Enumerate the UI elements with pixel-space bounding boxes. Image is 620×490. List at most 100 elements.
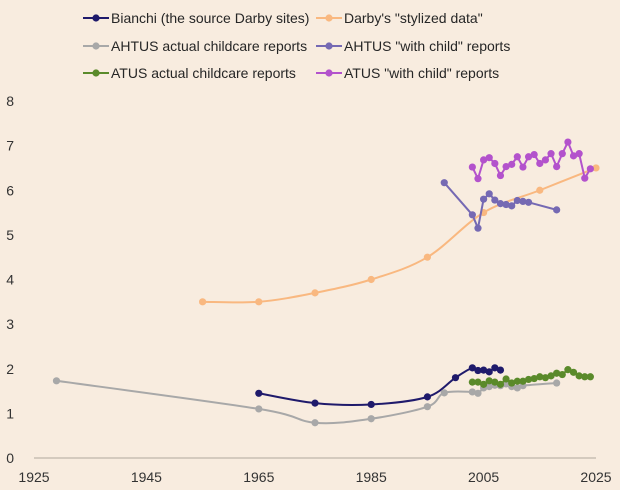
legend-marker-swatch bbox=[325, 69, 333, 77]
series-ahtus-with-child-reports bbox=[440, 179, 561, 232]
data-point-atus-with-child-reports-2005 bbox=[480, 156, 488, 164]
data-point-bianchi-the-source-darby-sites-1995 bbox=[423, 393, 431, 401]
data-point-ahtus-with-child-reports-2003 bbox=[468, 211, 476, 219]
data-point-atus-with-child-reports-2009 bbox=[502, 162, 510, 171]
x-tick-label-1925: 1925 bbox=[18, 469, 49, 485]
series-bianchi-the-source-darby-sites bbox=[255, 364, 505, 409]
data-point-atus-actual-childcare-reports-2020 bbox=[564, 366, 572, 374]
x-tick-label-2025: 2025 bbox=[580, 469, 611, 485]
legend-item-bianchi-the-source-darby-sites: Bianchi (the source Darby sites) bbox=[83, 10, 309, 26]
x-tick-label-1985: 1985 bbox=[356, 469, 387, 485]
legend-item-ahtus-with-child-reports: AHTUS "with child" reports bbox=[316, 38, 510, 54]
data-point-atus-actual-childcare-reports-2016 bbox=[541, 374, 550, 382]
x-tick-label-1965: 1965 bbox=[243, 469, 274, 485]
data-point-bianchi-the-source-darby-sites-2003 bbox=[468, 364, 476, 372]
data-point-atus-with-child-reports-2017 bbox=[547, 150, 555, 158]
data-point-atus-with-child-reports-2020 bbox=[564, 138, 572, 146]
data-point-atus-with-child-reports-2019 bbox=[558, 150, 566, 158]
data-point-ahtus-actual-childcare-reports-1998 bbox=[440, 389, 448, 397]
data-point-ahtus-with-child-reports-2008 bbox=[496, 200, 505, 208]
data-point-atus-actual-childcare-reports-2015 bbox=[536, 373, 544, 381]
data-point-atus-with-child-reports-2013 bbox=[524, 153, 533, 161]
data-point-atus-with-child-reports-2011 bbox=[513, 153, 521, 161]
data-point-atus-actual-childcare-reports-2019 bbox=[558, 370, 566, 379]
data-point-atus-actual-childcare-reports-2018 bbox=[553, 369, 561, 377]
legend-marker-swatch bbox=[92, 69, 100, 77]
y-tick-label-2: 2 bbox=[6, 361, 14, 377]
data-point-ahtus-actual-childcare-reports-2018 bbox=[553, 379, 561, 387]
x-tick-label-2005: 2005 bbox=[468, 469, 499, 485]
data-point-ahtus-with-child-reports-2009 bbox=[502, 200, 510, 209]
data-point-atus-actual-childcare-reports-2017 bbox=[547, 372, 555, 380]
data-point-atus-with-child-reports-2018 bbox=[553, 162, 561, 171]
data-point-ahtus-actual-childcare-reports-1975 bbox=[311, 419, 319, 427]
legend-label: ATUS actual childcare reports bbox=[111, 65, 296, 81]
data-point-atus-actual-childcare-reports-2022 bbox=[575, 372, 583, 380]
data-point-bianchi-the-source-darby-sites-1985 bbox=[367, 400, 375, 409]
y-axis-ticks: 0 1 2 3 4 5 6 7 8 bbox=[6, 93, 14, 466]
y-tick-label-0: 0 bbox=[6, 450, 14, 466]
data-point-atus-actual-childcare-reports-2004 bbox=[474, 378, 482, 386]
data-point-atus-actual-childcare-reports-2009 bbox=[502, 375, 510, 383]
data-point-atus-with-child-reports-2016 bbox=[541, 156, 550, 164]
series-layer bbox=[52, 138, 600, 427]
data-point-atus-actual-childcare-reports-2010 bbox=[508, 379, 516, 387]
data-point-darby-s-stylized-data-1995 bbox=[423, 253, 431, 261]
data-point-bianchi-the-source-darby-sites-2008 bbox=[496, 366, 505, 374]
data-point-darby-s-stylized-data-1975 bbox=[311, 289, 319, 297]
data-point-bianchi-the-source-darby-sites-2000 bbox=[451, 374, 460, 382]
series-atus-actual-childcare-reports bbox=[468, 366, 594, 388]
data-point-ahtus-with-child-reports-2006 bbox=[485, 190, 493, 198]
legend-item-ahtus-actual-childcare-reports: AHTUS actual childcare reports bbox=[83, 38, 307, 54]
legend-item-atus-actual-childcare-reports: ATUS actual childcare reports bbox=[83, 65, 296, 81]
series-line-darby-s-stylized-data bbox=[201, 166, 597, 304]
data-point-ahtus-actual-childcare-reports-1995 bbox=[423, 403, 431, 411]
data-point-darby-s-stylized-data-1985 bbox=[367, 275, 375, 284]
y-tick-label-3: 3 bbox=[6, 316, 14, 332]
data-point-bianchi-the-source-darby-sites-2004 bbox=[474, 366, 482, 375]
data-point-atus-actual-childcare-reports-2006 bbox=[485, 377, 493, 385]
data-point-atus-actual-childcare-reports-2012 bbox=[519, 377, 527, 385]
data-point-atus-with-child-reports-2014 bbox=[530, 150, 538, 159]
data-point-atus-actual-childcare-reports-2005 bbox=[480, 380, 488, 388]
data-point-ahtus-with-child-reports-2007 bbox=[491, 196, 499, 204]
series-atus-with-child-reports bbox=[468, 138, 594, 183]
data-point-atus-with-child-reports-2006 bbox=[485, 154, 493, 162]
y-tick-label-8: 8 bbox=[6, 93, 14, 109]
y-tick-label-4: 4 bbox=[6, 272, 14, 288]
data-point-atus-with-child-reports-2024 bbox=[586, 165, 594, 173]
legend: Bianchi (the source Darby sites) Darby's … bbox=[83, 10, 510, 81]
data-point-darby-s-stylized-data-2025 bbox=[592, 164, 600, 172]
x-tick-label-1945: 1945 bbox=[131, 469, 162, 485]
data-point-atus-actual-childcare-reports-2023 bbox=[581, 373, 589, 381]
data-point-ahtus-actual-childcare-reports-1965 bbox=[255, 405, 263, 413]
data-point-ahtus-actual-childcare-reports-1929 bbox=[52, 377, 61, 385]
y-tick-label-5: 5 bbox=[6, 227, 14, 243]
data-point-atus-with-child-reports-2021 bbox=[569, 152, 578, 160]
data-point-atus-actual-childcare-reports-2007 bbox=[491, 378, 499, 386]
y-tick-label-7: 7 bbox=[6, 138, 14, 154]
legend-marker-swatch bbox=[92, 42, 100, 50]
data-point-ahtus-actual-childcare-reports-2011 bbox=[513, 384, 521, 392]
legend-label: ATUS "with child" reports bbox=[344, 65, 499, 81]
y-tick-label-6: 6 bbox=[6, 182, 14, 198]
data-point-atus-with-child-reports-2015 bbox=[536, 159, 544, 168]
data-point-atus-with-child-reports-2023 bbox=[581, 174, 589, 182]
data-point-atus-actual-childcare-reports-2024 bbox=[586, 373, 594, 381]
legend-label: AHTUS "with child" reports bbox=[344, 38, 510, 54]
data-point-ahtus-with-child-reports-2013 bbox=[524, 198, 533, 206]
data-point-bianchi-the-source-darby-sites-1975 bbox=[311, 399, 319, 407]
data-point-ahtus-with-child-reports-2005 bbox=[480, 195, 488, 203]
data-point-atus-actual-childcare-reports-2008 bbox=[496, 380, 505, 388]
data-point-bianchi-the-source-darby-sites-2005 bbox=[480, 366, 488, 374]
data-point-darby-s-stylized-data-2015 bbox=[536, 186, 544, 194]
legend-marker-swatch bbox=[92, 14, 100, 22]
data-point-ahtus-actual-childcare-reports-2006 bbox=[485, 383, 493, 391]
legend-marker-swatch bbox=[325, 42, 333, 50]
data-point-ahtus-with-child-reports-2012 bbox=[519, 197, 527, 206]
data-point-bianchi-the-source-darby-sites-1965 bbox=[255, 389, 263, 397]
data-point-darby-s-stylized-data-1965 bbox=[255, 298, 263, 306]
y-tick-label-1: 1 bbox=[6, 405, 14, 421]
data-point-ahtus-with-child-reports-2004 bbox=[474, 224, 482, 232]
data-point-atus-actual-childcare-reports-2014 bbox=[530, 374, 538, 383]
